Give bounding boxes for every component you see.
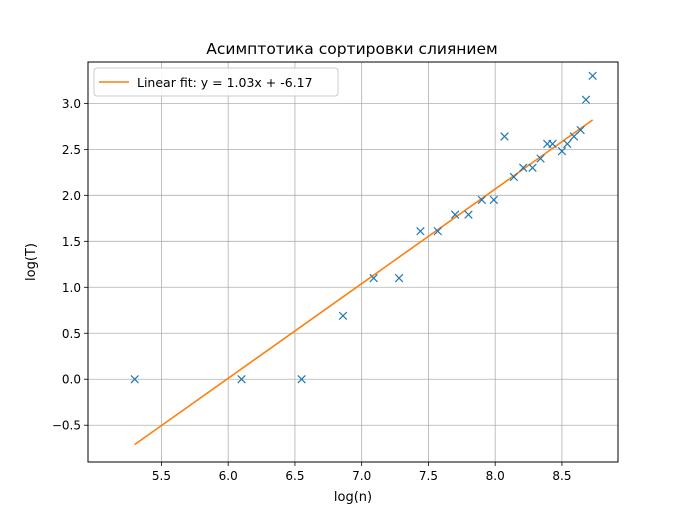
y-tick-label: 1.0 xyxy=(62,281,81,295)
x-tick-label: 7.0 xyxy=(352,469,371,483)
data-point xyxy=(464,210,473,219)
data-point xyxy=(237,375,246,384)
x-tick-label: 8.0 xyxy=(486,469,505,483)
data-point xyxy=(130,375,139,384)
data-point xyxy=(369,273,378,283)
plot-frame xyxy=(87,61,619,463)
data-point xyxy=(433,226,442,236)
chart-title: Асимптотика сортировки слиянием xyxy=(206,40,497,58)
data-point xyxy=(518,163,528,172)
x-tick-label: 8.5 xyxy=(552,469,571,483)
data-point xyxy=(557,146,567,156)
scatter-points xyxy=(130,71,597,384)
data-point xyxy=(548,139,557,149)
x-tick-label: 7.5 xyxy=(419,469,438,483)
grid xyxy=(88,62,618,462)
data-point xyxy=(394,273,404,283)
data-point xyxy=(509,172,519,182)
y-axis-label: log(T) xyxy=(24,243,39,281)
y-tick-label: 0.5 xyxy=(62,327,81,341)
x-tick-label: 6.0 xyxy=(219,469,238,483)
data-point xyxy=(297,375,306,384)
x-tick-label: 6.5 xyxy=(285,469,304,483)
y-tick-label: 2.0 xyxy=(62,189,81,203)
data-point xyxy=(338,311,348,321)
data-point xyxy=(536,154,545,163)
y-tick-label: 1.5 xyxy=(62,235,81,249)
data-point xyxy=(489,195,499,205)
data-point xyxy=(576,125,585,135)
data-point xyxy=(581,95,591,104)
data-point xyxy=(500,132,509,141)
data-point xyxy=(477,195,487,205)
data-point xyxy=(588,71,597,81)
axis-ticks: 5.5 6.0 6.5 7.0 7.5 8.0 8.5 −0.5 0.0 0.5 1.0 1.5 2.0… xyxy=(52,97,572,483)
y-tick-label: 3.0 xyxy=(62,97,81,111)
data-point xyxy=(569,132,579,141)
data-point xyxy=(528,163,537,172)
legend-fit-label: Linear fit: y = 1.03x + -6.17 xyxy=(137,75,313,90)
y-tick-label: −0.5 xyxy=(52,419,81,433)
data-point xyxy=(416,226,425,236)
y-tick-label: 2.5 xyxy=(62,143,81,157)
legend-box xyxy=(93,67,339,97)
data-point xyxy=(450,210,460,219)
x-axis-label: log(n) xyxy=(334,490,372,505)
y-tick-label: 0.0 xyxy=(62,373,81,387)
x-tick-label: 5.5 xyxy=(152,469,171,483)
legend: Linear fit: y = 1.03x + -6.17 xyxy=(93,67,339,97)
data-point xyxy=(563,139,572,149)
